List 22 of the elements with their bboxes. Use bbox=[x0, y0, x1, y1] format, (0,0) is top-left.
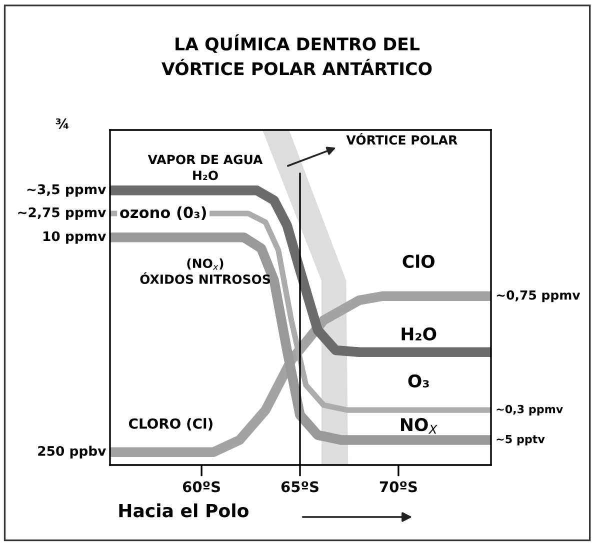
annotation: (NO$_{x}$) ÓXIDOS NITROSOS bbox=[140, 258, 270, 284]
text: ~3,5 ppmv bbox=[27, 184, 106, 197]
x-tick-label: 65ºS bbox=[281, 481, 318, 492]
text: ~5 pptv bbox=[496, 434, 545, 446]
text: VAPOR DE AGUA H₂O bbox=[148, 154, 263, 180]
x-axis-title: Hacia el Polo bbox=[119, 503, 248, 518]
series-label: ClO bbox=[402, 254, 434, 268]
annotation: CLORO (Cl) bbox=[128, 418, 212, 430]
text: ~2,75 ppmv bbox=[18, 207, 106, 220]
x-tick-label: 70ºS bbox=[380, 481, 417, 492]
series-label: H₂O bbox=[402, 327, 436, 341]
text: ~0,75 ppmv bbox=[496, 290, 580, 302]
series-label: O₃ bbox=[408, 374, 429, 388]
x-tick-label: 60ºS bbox=[182, 481, 220, 492]
text: 10 ppmv bbox=[43, 231, 106, 244]
annotation: ozono (0₃) bbox=[120, 206, 206, 220]
text: VÓRTICE POLAR bbox=[346, 132, 458, 145]
text: 250 ppbv bbox=[38, 446, 106, 458]
chart-title: LA QUÍMICA DENTRO DEL VÓRTICE POLAR ANTÁRTICO bbox=[162, 34, 432, 76]
text: ¾ bbox=[56, 118, 68, 129]
series-label: NO$_{X}$ bbox=[401, 418, 438, 434]
text: ~0,3 ppmv bbox=[496, 404, 563, 416]
